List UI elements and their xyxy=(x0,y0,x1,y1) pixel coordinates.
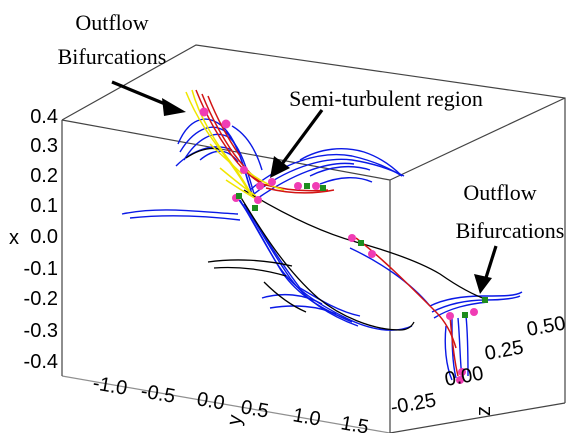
arrowhead-outflow-left xyxy=(162,98,186,116)
pink-markers xyxy=(199,107,478,384)
marker-pink xyxy=(240,166,248,174)
yellow-streamlines xyxy=(185,89,285,203)
z-axis-label: z xyxy=(473,406,495,416)
outflow-right-line1: Outflow xyxy=(463,180,536,205)
y-tick-label: 1.5 xyxy=(339,412,370,433)
bounding-box xyxy=(61,44,566,433)
z-tick-label: -0.25 xyxy=(389,389,438,419)
marker-green xyxy=(252,205,258,211)
x-axis-ticks: 0.4 0.3 0.2 0.1 0.0 -0.1 -0.2 -0.3 -0.4 xyxy=(24,106,58,373)
z-axis-ticks: 0.50 0.25 0.00 -0.25 xyxy=(389,312,567,418)
marker-green xyxy=(236,193,242,199)
marker-pink xyxy=(268,178,276,186)
y-tick-label: 0.5 xyxy=(239,396,270,422)
marker-green xyxy=(320,185,326,191)
y-axis-label: y xyxy=(223,413,246,427)
marker-pink xyxy=(446,312,454,320)
marker-pink xyxy=(470,308,478,316)
z-tick-label: 0.50 xyxy=(525,312,567,340)
x-tick-label: -0.2 xyxy=(24,288,58,310)
z-tick-label: 0.00 xyxy=(443,362,485,390)
marker-green xyxy=(482,297,488,303)
x-tick-label: 0.3 xyxy=(30,135,58,157)
red-streamlines xyxy=(195,89,459,377)
outflow-left-line2: Bifurcations xyxy=(58,44,167,69)
y-tick-label: 0.0 xyxy=(195,388,226,414)
marker-pink xyxy=(256,182,264,190)
z-tick-label: 0.25 xyxy=(483,336,525,364)
x-tick-label: -0.3 xyxy=(24,320,58,342)
marker-green xyxy=(304,183,310,189)
marker-pink xyxy=(254,196,262,204)
semi-turbulent-label: Semi-turbulent region xyxy=(289,86,483,111)
arrowhead-outflow-right xyxy=(474,274,492,294)
x-tick-label: -0.1 xyxy=(24,258,58,280)
arrowhead-semi-turbulent xyxy=(270,156,290,178)
x-tick-label: 0.0 xyxy=(30,226,58,248)
marker-green xyxy=(462,312,468,318)
arrow-semi-turbulent xyxy=(280,109,324,165)
arrow-heads xyxy=(162,98,492,294)
x-tick-label: 0.1 xyxy=(30,195,58,217)
marker-pink xyxy=(221,119,231,129)
marker-pink xyxy=(312,182,320,190)
y-tick-label: -0.5 xyxy=(139,380,177,408)
outflow-right-line2: Bifurcations xyxy=(456,218,565,243)
arrow-outflow-left xyxy=(111,80,171,108)
green-markers xyxy=(236,183,488,318)
y-axis-ticks: -1.0 -0.5 0.0 0.5 1.0 1.5 xyxy=(91,372,370,433)
y-tick-label: 1.0 xyxy=(291,404,322,430)
marker-pink xyxy=(456,376,464,384)
x-tick-label: -0.4 xyxy=(24,351,58,373)
marker-pink xyxy=(294,182,302,190)
blue-streamlines xyxy=(121,118,523,381)
y-tick-label: -1.0 xyxy=(91,372,129,400)
marker-pink xyxy=(348,234,356,242)
marker-pink xyxy=(368,250,376,258)
marker-pink xyxy=(199,107,209,117)
marker-green xyxy=(358,240,364,246)
outflow-left-line1: Outflow xyxy=(75,10,148,35)
x-tick-label: 0.2 xyxy=(30,165,58,187)
x-tick-label: 0.4 xyxy=(30,106,58,128)
x-axis-label: x xyxy=(9,227,19,249)
marker-pink xyxy=(458,368,466,376)
black-streamlines xyxy=(185,147,489,331)
